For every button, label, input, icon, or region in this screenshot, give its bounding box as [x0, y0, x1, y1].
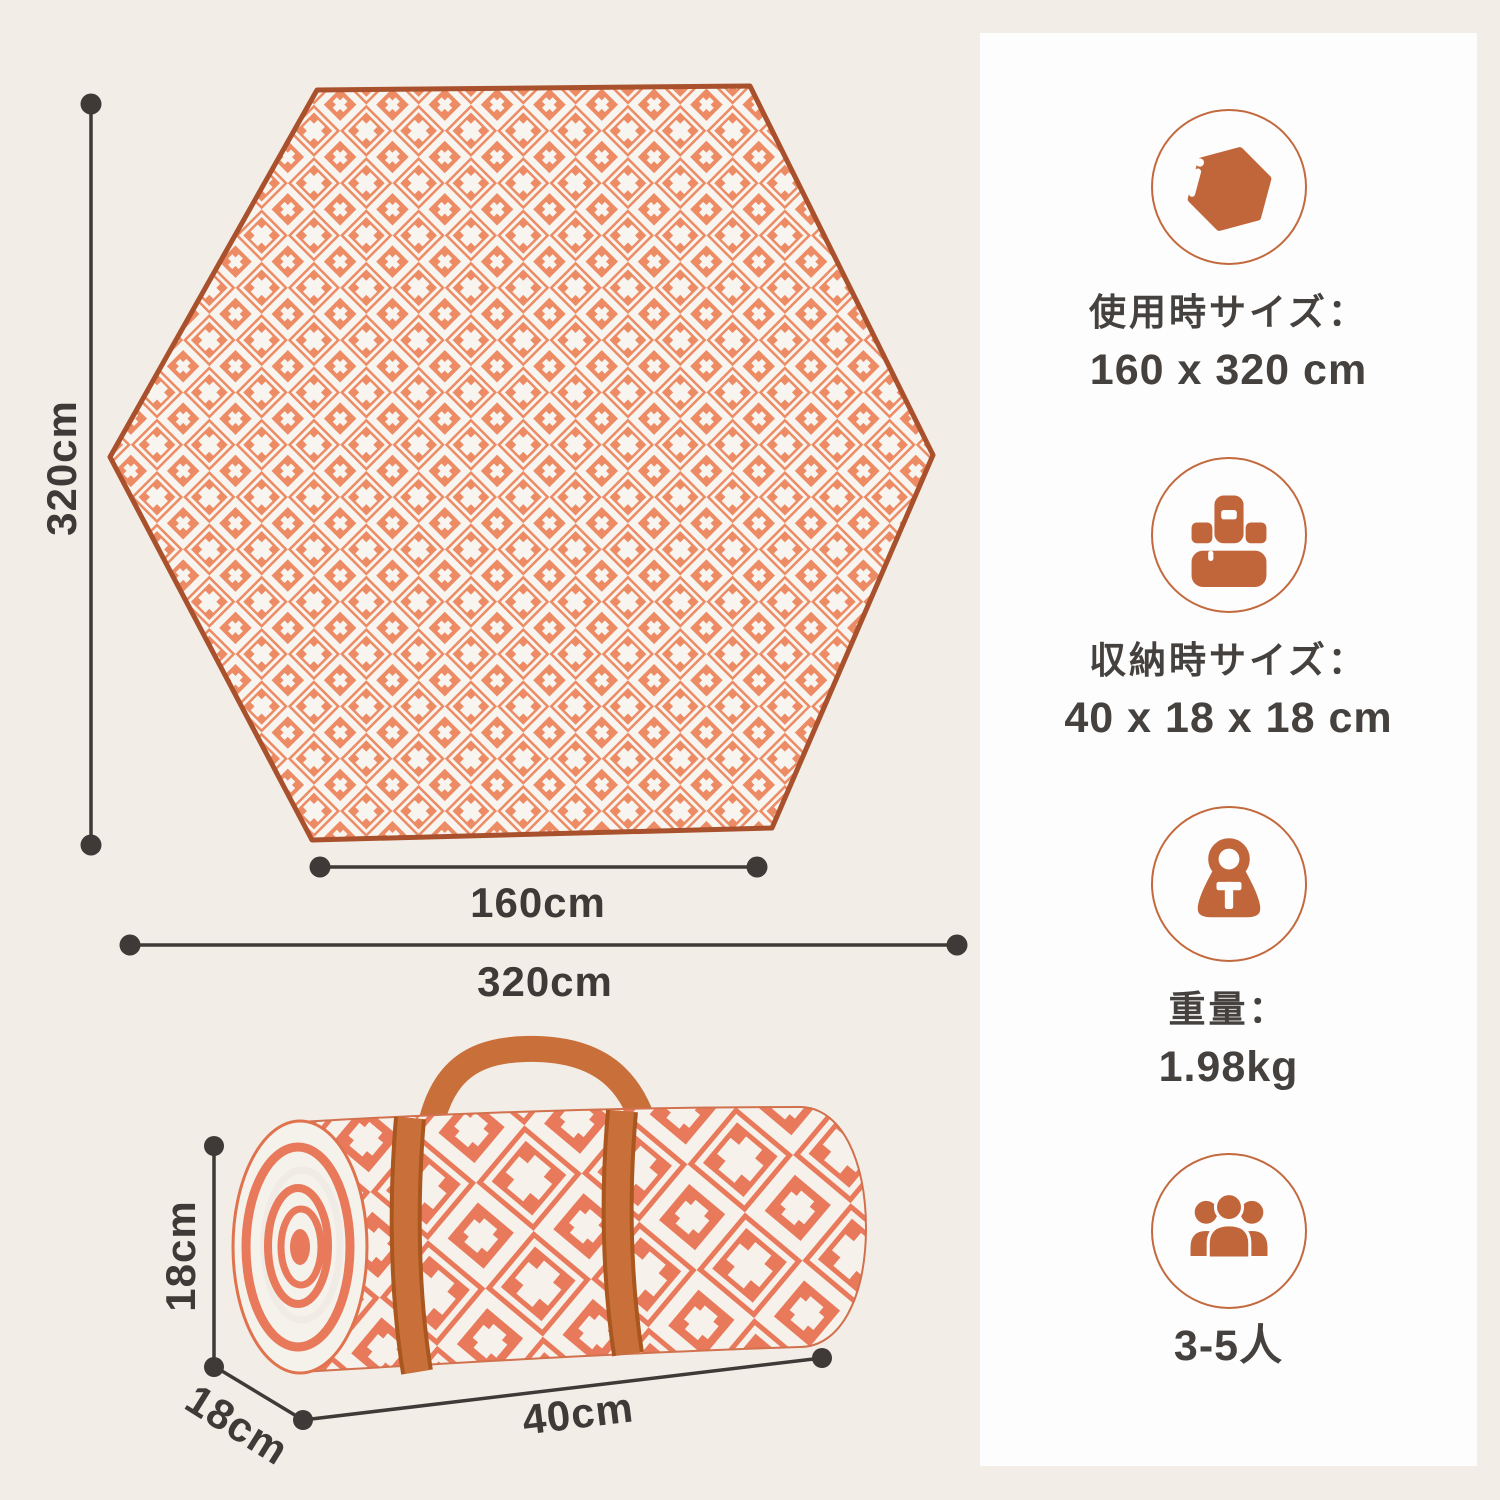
rolled-blanket — [231, 1035, 868, 1375]
spec-item-capacity: 3-5人 — [980, 1153, 1477, 1373]
dim-line-roll-depth — [216, 1366, 304, 1422]
spec-label: 重量： — [1168, 989, 1289, 1030]
carry-handle — [411, 1035, 667, 1181]
roll-height-label: 18cm — [157, 1200, 204, 1311]
spec-value: 3-5人 — [1173, 1322, 1284, 1370]
dimension-lines — [89, 104, 957, 1422]
spec-item-weight: 重量： 1.98kg — [980, 806, 1477, 1094]
roll-depth-label: 18cm — [178, 1375, 297, 1474]
spec-value: 160 x 320 cm — [1089, 346, 1368, 395]
spec-value: 1.98kg — [1158, 1043, 1299, 1092]
hexagon-mat-icon — [1150, 109, 1307, 265]
dim-line-roll-length — [302, 1356, 823, 1422]
roll-end-spiral — [231, 1119, 369, 1375]
spec-value: 40 x 18 x 18 cm — [1064, 694, 1393, 743]
dimension-dots — [80, 93, 968, 1430]
weight-icon — [1150, 806, 1307, 962]
spec-item-packed-size: 収納時サイズ： 40 x 18 x 18 cm — [980, 457, 1477, 745]
hexagon-blanket-shape — [107, 83, 936, 843]
spec-label: 収納時サイズ： — [1089, 640, 1368, 681]
roll-straps — [389, 1109, 644, 1375]
hexagon-blanket — [107, 83, 936, 843]
hexagon-width-label: 320cm — [477, 958, 613, 1005]
hexagon-height-label: 320cm — [38, 400, 85, 536]
spec-label: 使用時サイズ： — [1089, 292, 1368, 333]
storage-bag-icon — [1150, 457, 1307, 613]
spec-card: 使用時サイズ： 160 x 320 cm 収納時サイズ： — [980, 33, 1477, 1466]
spec-item-size-in-use: 使用時サイズ： 160 x 320 cm — [980, 109, 1477, 397]
people-icon — [1150, 1153, 1307, 1309]
hexagon-edge-label: 160cm — [470, 879, 606, 926]
